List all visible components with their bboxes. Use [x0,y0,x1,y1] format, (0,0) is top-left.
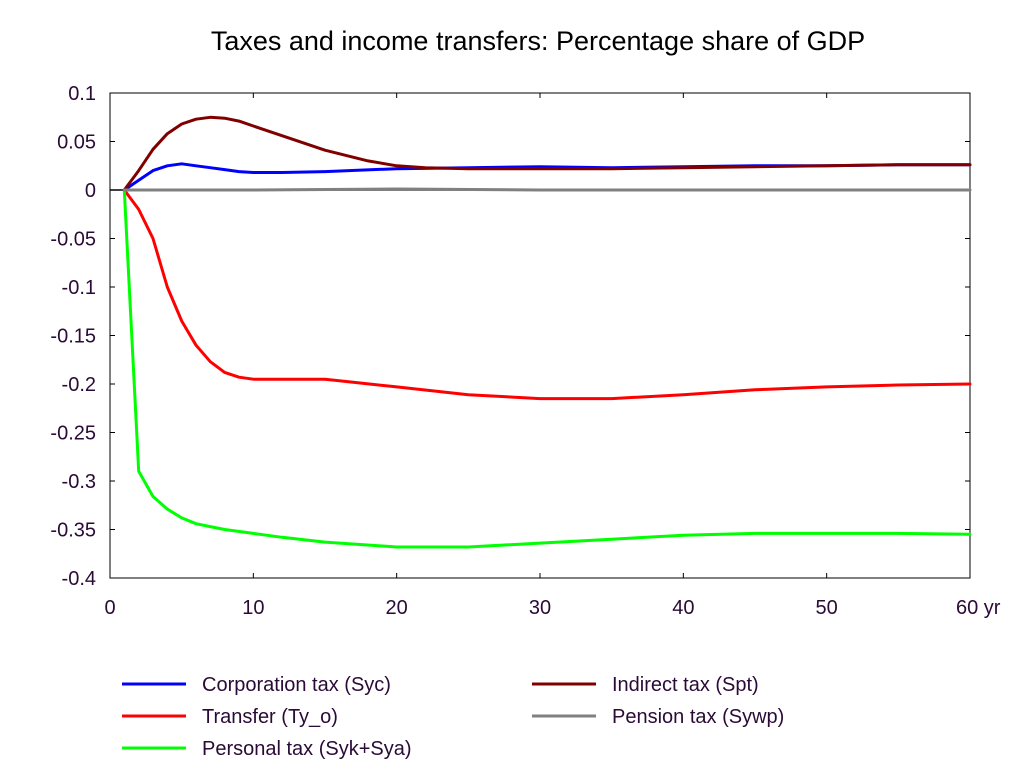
y-axis: 0.1 0.05 0 -0.05 -0.1 -0.15 -0.2 -0.25 -0.3 -0.35… [50,83,970,590]
y-tick-label: -0.1 [62,277,96,299]
chart-title: Taxes and income transfers: Percentage s… [211,26,865,56]
legend-label: Corporation tax (Syc) [202,674,391,696]
legend-item-personal-tax-syk-sya: Personal tax (Syk+Sya) [122,738,412,760]
y-tick-label: -0.15 [50,326,96,348]
x-tick-label: 50 [816,597,838,619]
y-tick-label: -0.4 [62,568,96,590]
y-tick-label: -0.25 [50,423,96,445]
legend-label: Indirect tax (Spt) [612,674,759,696]
series-line-indirect-tax-spt [122,115,972,192]
x-tick-label: 60 yr [956,597,1001,619]
y-tick-label: -0.2 [62,374,96,396]
x-tick-label: 30 [529,597,551,619]
y-tick-label: 0 [85,180,96,202]
x-tick-label: 10 [242,597,264,619]
series-line-personal-tax-syk-sya [122,188,972,549]
legend-item-transfer-ty-o: Transfer (Ty_o) [122,706,338,728]
y-tick-label: 0.1 [68,83,96,105]
legend-label: Pension tax (Sywp) [612,706,784,728]
x-tick-label: 40 [672,597,694,619]
legend-label: Personal tax (Syk+Sya) [202,738,412,760]
series-line-transfer-ty-o [122,188,972,401]
legend-item-corporation-tax-syc: Corporation tax (Syc) [122,674,391,696]
y-tick-label: -0.3 [62,471,96,493]
y-tick-label: -0.05 [50,229,96,251]
legend-label: Transfer (Ty_o) [202,706,338,728]
y-tick-label: 0.05 [57,132,96,154]
x-tick-label: 20 [386,597,408,619]
x-axis: 0 10 20 30 40 50 60 yr [104,93,1001,619]
legend-item-pension-tax-sywp: Pension tax (Sywp) [532,706,784,728]
series-line-pension-tax-sywp [122,187,972,192]
y-tick-label: -0.35 [50,520,96,542]
legend: Corporation tax (Syc) Transfer (Ty_o) Pers… [122,674,784,760]
series-layer [122,115,972,549]
x-tick-label: 0 [104,597,115,619]
legend-item-indirect-tax-spt: Indirect tax (Spt) [532,674,759,696]
